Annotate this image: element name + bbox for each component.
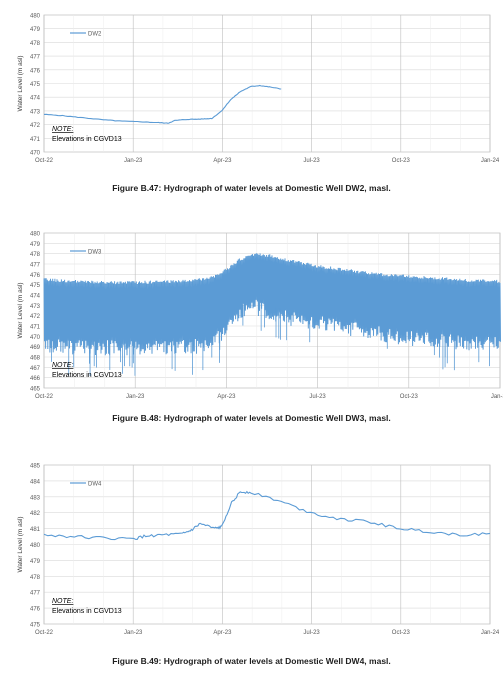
x-tick-label: Jan-23: [126, 394, 145, 400]
series-line-DW4: [43, 490, 491, 541]
y-tick-label: 478: [30, 252, 41, 258]
x-tick-label: Oct-22: [35, 158, 54, 164]
x-tick-label: Oct-23: [392, 630, 411, 636]
y-tick-label: 481: [30, 527, 41, 533]
y-tick-label: 485: [30, 464, 41, 470]
note-title: NOTE:: [52, 362, 73, 369]
x-tick-label: Jan-23: [124, 158, 143, 164]
y-axis-label: Water Level (m asl): [17, 55, 24, 111]
y-tick-label: 477: [30, 263, 41, 269]
x-tick-label: Jan-24: [491, 394, 503, 400]
x-tick-label: Jul-23: [303, 158, 320, 164]
x-tick-label: Jan-23: [124, 630, 143, 636]
y-tick-label: 475: [30, 82, 41, 88]
dw2-hydrograph: 470 471 472 473 474 475 476 477 478 479 480 Oct-22 J…: [17, 14, 500, 165]
y-tick-label: 465: [30, 387, 41, 393]
y-axis-label: Water Level (m asl): [17, 516, 24, 572]
y-tick-label: 477: [30, 55, 41, 61]
y-tick-label: 475: [30, 283, 41, 289]
note-title: NOTE:: [52, 126, 73, 133]
y-tick-label: 472: [30, 123, 41, 129]
y-axis-label: Water Level (m asl): [17, 282, 24, 338]
note-text: Elevations in CGVD13: [52, 372, 122, 379]
y-tick-label: 468: [30, 356, 41, 362]
y-tick-label: 483: [30, 495, 41, 501]
y-tick-label: 478: [30, 575, 41, 581]
series-line-DW3: [43, 253, 501, 356]
x-tick-label: Apr-23: [217, 394, 236, 400]
note-title: NOTE:: [52, 598, 73, 605]
x-tick-label: Jul-23: [309, 394, 326, 400]
note-text: Elevations in CGVD13: [52, 608, 122, 615]
y-tick-label: 477: [30, 591, 41, 597]
dw4-chart-block: 475 476 477 478 479 480 481 482 483 484 485 Oct-22 J…: [0, 458, 503, 638]
x-tick-label: Oct-22: [35, 394, 54, 400]
legend-label: DW3: [88, 250, 102, 256]
y-tick-label: 469: [30, 345, 41, 351]
series-line-DW2: [43, 84, 282, 124]
y-tick-label: 484: [30, 479, 41, 485]
y-tick-label: 478: [30, 41, 41, 47]
y-tick-label: 474: [30, 294, 41, 300]
y-tick-label: 471: [30, 137, 41, 143]
y-tick-label: 480: [30, 543, 41, 549]
dw4-hydrograph: 475 476 477 478 479 480 481 482 483 484 485 Oct-22 J…: [17, 464, 500, 637]
y-tick-label: 467: [30, 366, 41, 372]
y-tick-label: 480: [30, 232, 41, 238]
y-tick-label: 471: [30, 325, 41, 331]
dw4-caption: Figure B.49: Hydrograph of water levels …: [112, 656, 391, 666]
y-tick-label: 476: [30, 273, 41, 279]
dw2-caption: Figure B.47: Hydrograph of water levels …: [112, 183, 391, 193]
x-tick-label: Apr-23: [213, 630, 232, 636]
y-tick-label: 473: [30, 109, 41, 115]
y-tick-label: 475: [30, 623, 41, 629]
dw3-chart-block: 465 466 467 468 469 470 471 472 473 474 475 476 477 4…: [0, 222, 503, 402]
y-tick-label: 479: [30, 242, 41, 248]
dw3-hydrograph: 465 466 467 468 469 470 471 472 473 474 475 476 477 4…: [17, 232, 503, 401]
y-tick-label: 473: [30, 304, 41, 310]
y-tick-label: 482: [30, 511, 41, 517]
y-tick-label: 479: [30, 27, 41, 33]
x-tick-label: Oct-23: [392, 158, 411, 164]
x-tick-label: Oct-23: [400, 394, 419, 400]
x-tick-label: Jan-24: [481, 158, 500, 164]
x-tick-label: Jan-24: [481, 630, 500, 636]
y-tick-label: 476: [30, 68, 41, 74]
legend-label: DW4: [88, 482, 102, 488]
dw2-chart-block: 470 471 472 473 474 475 476 477 478 479 480 Oct-22 J…: [0, 0, 503, 180]
y-tick-label: 474: [30, 96, 41, 102]
y-tick-label: 472: [30, 314, 41, 320]
y-tick-label: 466: [30, 376, 41, 382]
y-tick-label: 470: [30, 335, 41, 341]
dw3-caption: Figure B.48: Hydrograph of water levels …: [112, 413, 391, 423]
legend-label: DW2: [88, 32, 102, 38]
y-tick-label: 470: [30, 151, 41, 157]
y-tick-label: 480: [30, 14, 41, 20]
note-text: Elevations in CGVD13: [52, 136, 122, 143]
x-tick-label: Oct-22: [35, 630, 54, 636]
x-tick-label: Apr-23: [213, 158, 232, 164]
y-tick-label: 479: [30, 559, 41, 565]
x-tick-label: Jul-23: [303, 630, 320, 636]
y-tick-label: 476: [30, 607, 41, 613]
